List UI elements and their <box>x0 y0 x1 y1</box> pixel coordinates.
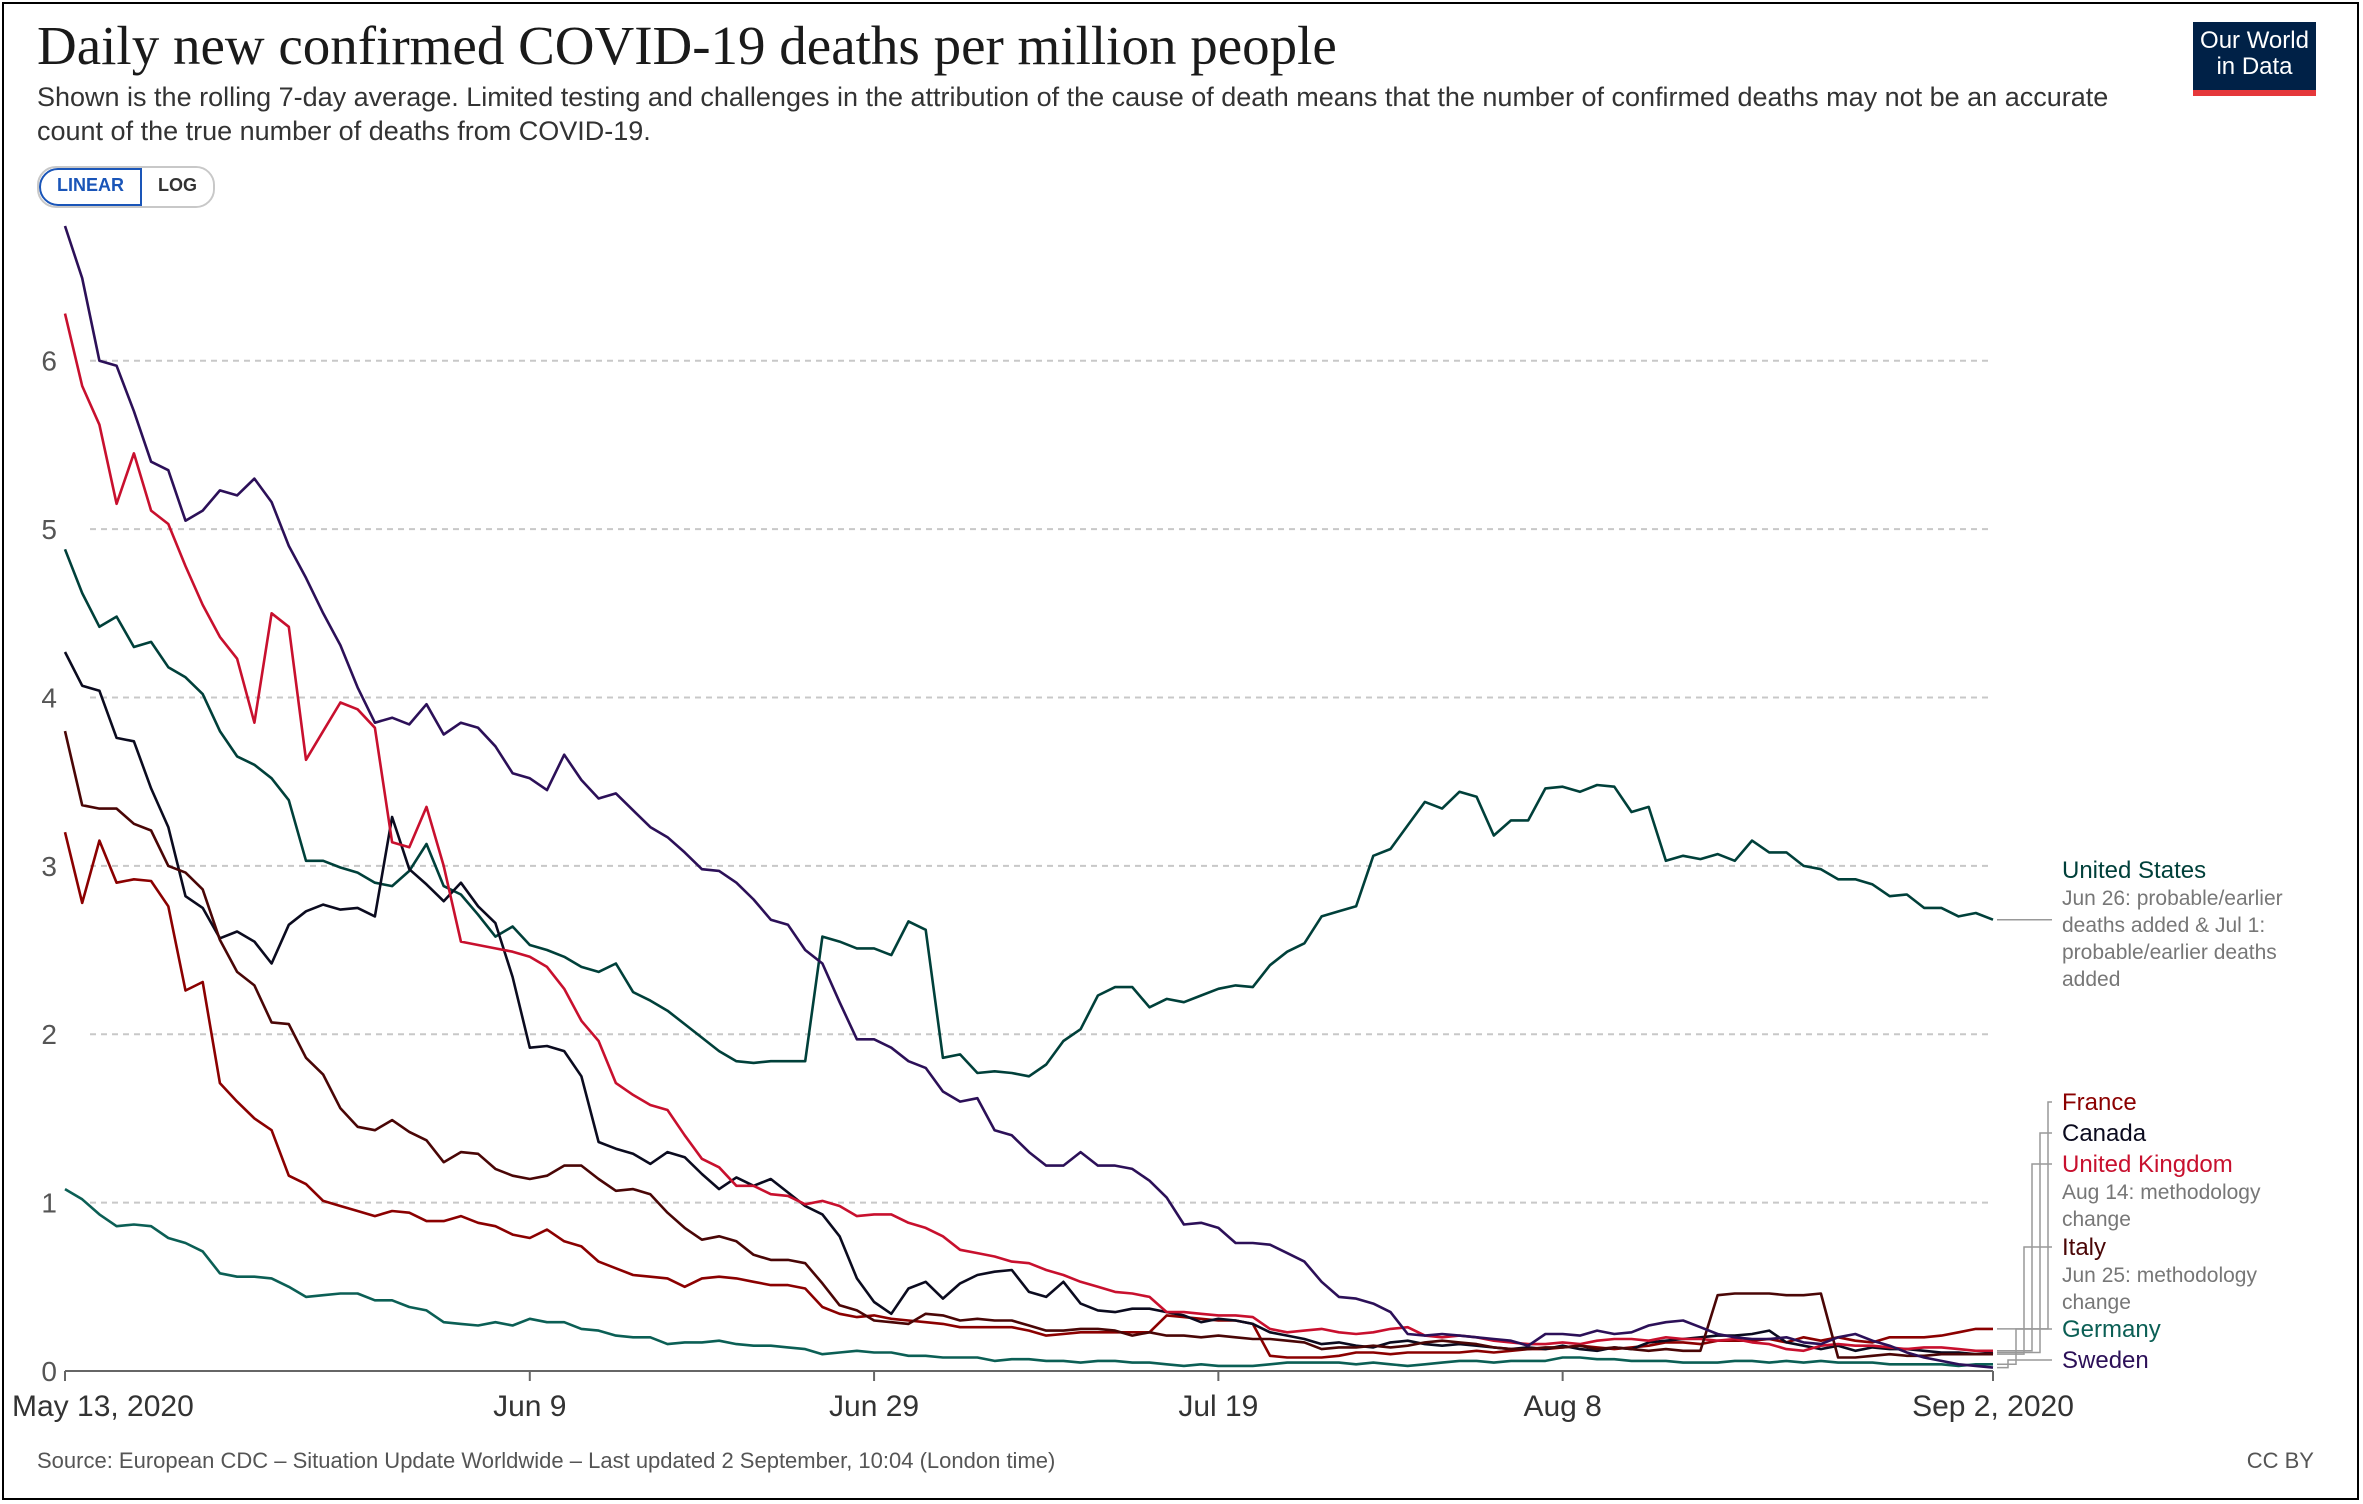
chart-title: Daily new confirmed COVID-19 deaths per … <box>37 15 1337 76</box>
scale-toggle: LINEAR LOG <box>37 166 215 208</box>
connector-sweden <box>1997 1359 2052 1369</box>
series-line-france[interactable] <box>63 831 1993 1359</box>
series-line-united-states[interactable] <box>63 548 1994 1078</box>
series-line-canada[interactable] <box>63 651 1994 1356</box>
y-tick-label: 0 <box>41 1356 57 1387</box>
connector-germany <box>1997 1328 2052 1366</box>
legend-label-germany[interactable]: Germany <box>2062 1316 2161 1343</box>
series-line-sweden[interactable] <box>63 225 1994 1369</box>
license-link[interactable]: CC BY <box>2246 1448 2314 1473</box>
series-line-italy[interactable] <box>63 730 1993 1359</box>
grid-lines <box>90 359 1993 1204</box>
y-tick-label: 2 <box>41 1019 57 1050</box>
connector-italy <box>1997 1246 2052 1355</box>
linear-scale-button[interactable]: LINEAR <box>39 168 142 206</box>
legend-label-france[interactable]: France <box>2062 1089 2137 1116</box>
series-line-united-kingdom[interactable] <box>63 313 1993 1353</box>
chart-subtitle: Shown is the rolling 7-day average. Limi… <box>37 82 2109 146</box>
y-tick-label: 3 <box>41 851 57 882</box>
y-axis-ticks: 0 1 2 3 4 5 6 <box>41 346 57 1387</box>
legend-label-sweden[interactable]: Sweden <box>2062 1347 2149 1374</box>
legend-label-united-states[interactable]: United States <box>2062 857 2206 884</box>
logo-line-1: Our World <box>2200 27 2309 54</box>
legend-label-italy[interactable]: Italy <box>2062 1234 2106 1261</box>
connector-united-kingdom <box>1997 1163 2052 1352</box>
annotation-note-united-states: Jun 26: probable/earlier deaths added & J… <box>2062 887 2283 991</box>
series-annotations: United States Jun 26: probable/earlier dea… <box>1997 857 2283 1374</box>
series-lines <box>63 225 1994 1369</box>
series-line-germany[interactable] <box>64 1187 1993 1368</box>
x-tick-label: Sep 2, 2020 <box>1912 1390 2074 1423</box>
annotation-note-italy: Jun 25: methodology change <box>2062 1264 2257 1314</box>
annotation-note-united-kingdom: Aug 14: methodology change <box>2062 1181 2261 1231</box>
y-tick-label: 6 <box>41 346 57 377</box>
source-note[interactable]: Source: European CDC – Situation Update … <box>37 1448 1056 1473</box>
owid-logo[interactable]: Our World in Data <box>2193 22 2316 96</box>
y-tick-label: 5 <box>41 514 57 545</box>
logo-line-2: in Data <box>2216 53 2293 80</box>
y-tick-label: 4 <box>41 682 57 713</box>
x-axis-ticks: May 13, 2020 Jun 9 Jun 29 Jul 19 Aug 8 Sep 2,… <box>12 1370 2074 1423</box>
legend-label-united-kingdom[interactable]: United Kingdom <box>2062 1151 2233 1178</box>
x-tick-label: Aug 8 <box>1523 1390 1601 1423</box>
connector-canada <box>1997 1132 2052 1354</box>
y-tick-label: 1 <box>41 1188 57 1219</box>
log-scale-button[interactable]: LOG <box>142 168 213 206</box>
x-tick-label: May 13, 2020 <box>12 1390 194 1423</box>
legend-label-canada[interactable]: Canada <box>2062 1120 2147 1147</box>
logo-accent-bar <box>2193 90 2316 96</box>
x-tick-label: Jun 9 <box>493 1390 566 1423</box>
x-tick-label: Jun 29 <box>829 1390 919 1423</box>
x-tick-label: Jul 19 <box>1178 1390 1258 1423</box>
